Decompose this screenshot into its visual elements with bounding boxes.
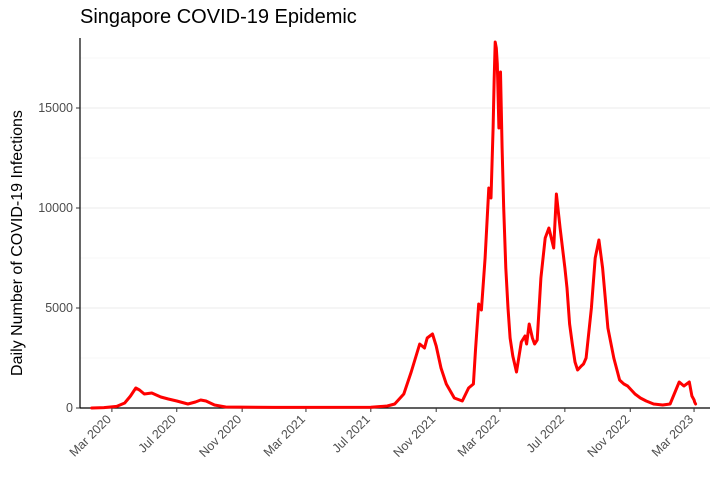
y-axis-ticks: 0 5000 10000 15000 xyxy=(38,101,80,415)
x-tick-label: Mar 2021 xyxy=(261,412,308,459)
x-tick-label: Mar 2023 xyxy=(649,412,696,459)
y-axis-title: Daily Number of COVID-19 Infections xyxy=(9,110,26,376)
axes xyxy=(79,38,710,409)
x-tick-label: Jul 2021 xyxy=(330,412,373,455)
x-tick-label: Jul 2022 xyxy=(524,412,567,455)
y-tick-label: 10000 xyxy=(38,201,73,215)
gridlines xyxy=(80,57,710,409)
series-layer xyxy=(90,40,698,410)
x-tick-label: Jul 2020 xyxy=(136,412,179,455)
series-line xyxy=(90,40,698,410)
x-axis-ticks: Mar 2020 Jul 2020 Nov 2020 Mar 2021 Jul 2021… xyxy=(67,408,696,460)
x-tick-label: Nov 2020 xyxy=(197,412,245,460)
x-tick-label: Mar 2022 xyxy=(455,412,502,459)
x-tick-label: Nov 2021 xyxy=(391,412,439,460)
y-tick-label: 0 xyxy=(66,401,73,415)
x-tick-label: Mar 2020 xyxy=(67,412,114,459)
x-tick-label: Nov 2022 xyxy=(585,412,633,460)
chart-title: Singapore COVID-19 Epidemic xyxy=(80,6,357,28)
y-tick-label: 15000 xyxy=(38,101,73,115)
y-tick-label: 5000 xyxy=(45,301,73,315)
